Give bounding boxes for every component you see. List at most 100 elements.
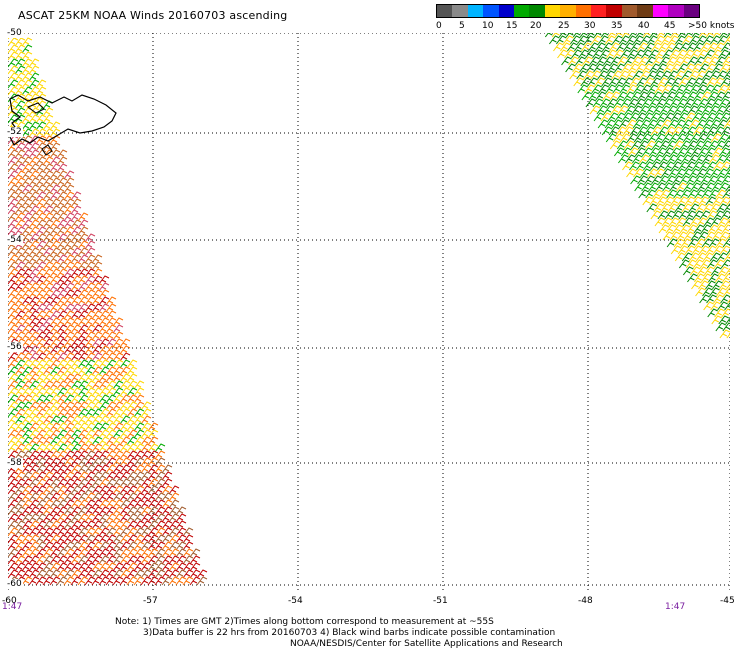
- wind-barb: [596, 56, 607, 66]
- wind-barb: [695, 154, 706, 164]
- wind-barb: [633, 133, 645, 143]
- wind-barb: [28, 485, 40, 495]
- wind-barb: [646, 154, 657, 164]
- wind-barb: [119, 485, 131, 495]
- wind-barb: [112, 562, 124, 572]
- wind-barb: [161, 464, 173, 474]
- wind-barb: [604, 119, 616, 129]
- wind-barb: [70, 345, 82, 355]
- wind-barb: [617, 105, 629, 115]
- wind-barb: [63, 191, 75, 201]
- wind-barb: [634, 49, 645, 59]
- wind-barb: [21, 324, 33, 334]
- wind-barb: [42, 436, 54, 446]
- wind-barb: [646, 203, 658, 213]
- wind-barb: [8, 170, 19, 180]
- wind-barb: [686, 42, 697, 52]
- wind-barb: [14, 436, 26, 446]
- wind-barb: [84, 240, 96, 250]
- wind-barb: [119, 429, 131, 439]
- wind-barb: [639, 154, 650, 164]
- wind-barb: [105, 380, 117, 390]
- wind-barb: [70, 436, 82, 446]
- wind-barb: [8, 107, 19, 117]
- wind-barb: [712, 245, 724, 255]
- wind-barb: [705, 112, 717, 122]
- wind-barb: [49, 163, 61, 173]
- wind-barb: [147, 478, 159, 488]
- wind-barb: [727, 215, 730, 220]
- wind-barb: [576, 35, 588, 45]
- wind-barb: [70, 303, 82, 313]
- wind-barb: [8, 387, 19, 397]
- wind-barb: [91, 415, 103, 425]
- island-outline: [41, 144, 53, 156]
- wind-barb: [600, 112, 612, 122]
- wind-barb: [161, 506, 173, 516]
- wind-barb: [673, 238, 685, 248]
- wind-barb: [56, 366, 68, 376]
- wind-barb: [21, 142, 33, 152]
- wind-barb: [724, 85, 730, 94]
- wind-barb: [84, 387, 96, 397]
- wind-barb: [140, 485, 152, 495]
- wind-barb: [84, 345, 96, 355]
- wind-barb: [105, 373, 117, 383]
- wind-barb: [140, 457, 152, 467]
- wind-barb: [28, 436, 40, 446]
- wind-barb: [14, 198, 26, 208]
- wind-barb: [77, 478, 89, 488]
- wind-barb: [112, 520, 124, 530]
- wind-barb: [42, 387, 54, 397]
- wind-barb: [42, 373, 54, 383]
- wind-barb: [91, 296, 103, 306]
- wind-barb: [126, 499, 138, 509]
- wind-barb: [677, 196, 688, 206]
- wind-barb: [621, 33, 630, 38]
- wind-barb: [626, 168, 637, 178]
- wind-barb: [28, 303, 40, 313]
- wind-barb: [689, 133, 701, 143]
- wind-barb: [112, 457, 124, 467]
- wind-barb: [8, 310, 19, 320]
- wind-barb: [91, 513, 103, 523]
- wind-barb: [8, 149, 19, 159]
- wind-barb: [35, 450, 47, 460]
- wind-barb: [631, 105, 643, 115]
- wind-barb: [98, 408, 110, 418]
- wind-barb: [705, 196, 716, 206]
- wind-barb: [35, 184, 47, 194]
- wind-barb: [98, 415, 110, 425]
- wind-barb: [28, 65, 40, 75]
- wind-barb: [133, 499, 145, 509]
- wind-barb: [154, 464, 166, 474]
- wind-barb: [705, 33, 714, 38]
- wind-barb: [14, 520, 26, 530]
- wind-barb: [49, 282, 61, 292]
- wind-barb: [665, 91, 677, 101]
- wind-barb: [682, 133, 694, 143]
- wind-barb: [8, 401, 19, 411]
- wind-barb: [679, 140, 691, 150]
- wind-barb: [713, 259, 725, 269]
- wind-barb: [718, 231, 730, 241]
- wind-barb: [28, 366, 40, 376]
- wind-barb: [14, 485, 26, 495]
- wind-barb: [28, 541, 40, 551]
- wind-barb: [702, 70, 713, 80]
- wind-barb: [21, 282, 33, 292]
- wind-barb: [119, 401, 131, 411]
- wind-barb: [35, 107, 47, 117]
- wind-barb: [8, 282, 19, 292]
- wind-barb: [112, 380, 124, 390]
- wind-barb: [42, 443, 54, 453]
- wind-barb: [699, 161, 710, 171]
- wind-barb: [611, 35, 623, 45]
- wind-barb: [657, 161, 668, 171]
- wind-barb: [35, 352, 47, 362]
- wind-barb: [14, 219, 26, 229]
- wind-barb: [650, 210, 662, 220]
- wind-barb: [105, 527, 117, 537]
- wind-barb: [182, 548, 194, 558]
- wind-barb: [721, 224, 730, 234]
